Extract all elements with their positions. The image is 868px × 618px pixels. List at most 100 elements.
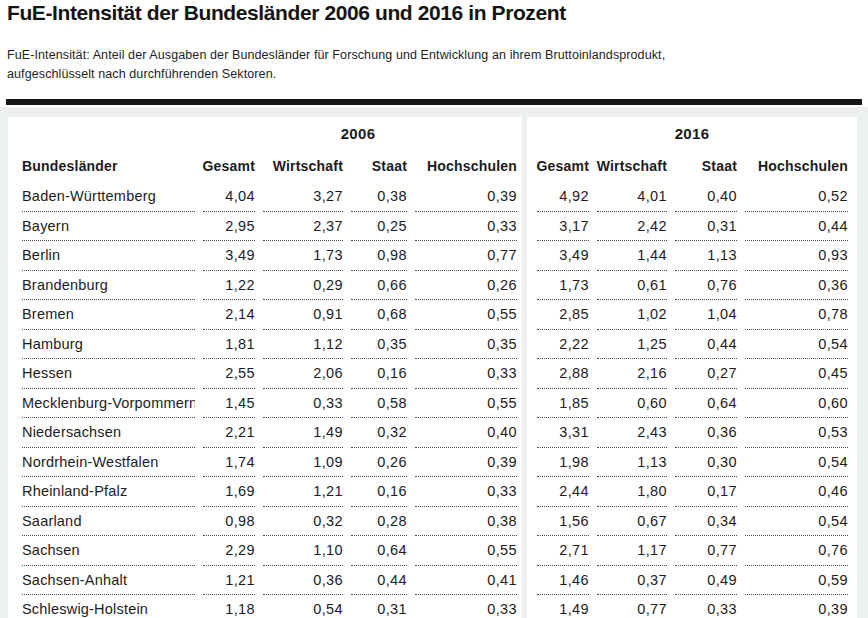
cell-2006-staat: 0,66 [351,271,407,301]
row-label: Berlin [22,241,195,271]
cell-2016-wirtschaft: 2,43 [597,418,667,448]
cell-2006-wirtschaft: 2,06 [263,359,343,389]
cell-2016-gesamt: 1,98 [537,448,589,478]
cell-2006-gesamt: 0,98 [203,507,255,537]
infographic-page: FuE-Intensität der Bundesländer 2006 und… [0,0,868,618]
cell-2016-gesamt: 2,44 [537,477,589,507]
cell-2016-hochschulen: 0,44 [745,212,848,242]
divider-rule [6,99,862,105]
cell-2016-hochschulen: 0,54 [745,507,848,537]
cell-2016-hochschulen: 0,93 [745,241,848,271]
col-header-2006-staat: Staat [351,150,407,182]
col-header-2016-hochschulen: Hochschulen [745,150,848,182]
cell-2006-staat: 0,35 [351,330,407,360]
cell-2016-wirtschaft: 2,42 [597,212,667,242]
cell-2016-wirtschaft: 1,17 [597,536,667,566]
cell-2016-hochschulen: 0,54 [745,448,848,478]
cell-2016-wirtschaft: 1,80 [597,477,667,507]
cell-2006-hochschulen: 0,33 [415,595,517,618]
cell-2006-staat: 0,44 [351,566,407,596]
cell-2016-wirtschaft: 0,37 [597,566,667,596]
row-label: Sachsen [22,536,195,566]
cell-2006-hochschulen: 0,55 [415,300,517,330]
cell-2006-hochschulen: 0,38 [415,507,517,537]
cell-2016-hochschulen: 0,45 [745,359,848,389]
table-area: 2006 Bundesländer Gesamt Wirtschaft Staa… [0,107,868,618]
table-grid-2006: Bundesländer Gesamt Wirtschaft Staat Hoc… [8,150,522,618]
cell-2016-staat: 0,27 [675,359,737,389]
cell-2016-staat: 0,17 [675,477,737,507]
cell-2006-staat: 0,16 [351,477,407,507]
subtitle-line-2: aufgeschlüsselt nach durchführenden Sekt… [7,67,276,81]
cell-2006-wirtschaft: 0,36 [263,566,343,596]
row-label: Rheinland-Pfalz [22,477,195,507]
cell-2016-wirtschaft: 4,01 [597,182,667,212]
cell-2016-staat: 0,49 [675,566,737,596]
cell-2006-gesamt: 2,14 [203,300,255,330]
group-header-row-2016: 2016 [527,117,857,150]
cell-2006-wirtschaft: 1,12 [263,330,343,360]
cell-2016-gesamt: 2,71 [537,536,589,566]
cell-2016-wirtschaft: 1,25 [597,330,667,360]
cell-2006-wirtschaft: 0,91 [263,300,343,330]
cell-2006-hochschulen: 0,55 [415,536,517,566]
cell-2006-hochschulen: 0,77 [415,241,517,271]
cell-2006-gesamt: 1,22 [203,271,255,301]
subtitle-line-1: FuE-Intensität: Anteil der Ausgaben der … [7,48,665,62]
cell-2016-wirtschaft: 1,02 [597,300,667,330]
row-label: Bayern [22,212,195,242]
cell-2016-staat: 0,44 [675,330,737,360]
cell-2006-hochschulen: 0,55 [415,389,517,419]
panel-2016: 2016 Gesamt Wirtschaft Staat Hochschulen… [527,117,857,618]
cell-2016-gesamt: 3,49 [537,241,589,271]
cell-2006-staat: 0,64 [351,536,407,566]
col-header-2016-staat: Staat [675,150,737,182]
cell-2016-gesamt: 3,17 [537,212,589,242]
cell-2016-wirtschaft: 0,67 [597,507,667,537]
cell-2016-wirtschaft: 1,13 [597,448,667,478]
group-header-2016: 2016 [675,125,710,142]
cell-2016-hochschulen: 0,52 [745,182,848,212]
cell-2016-gesamt: 1,56 [537,507,589,537]
cell-2016-wirtschaft: 0,61 [597,271,667,301]
group-header-row-2006: 2006 [8,117,522,150]
cell-2006-wirtschaft: 3,27 [263,182,343,212]
cell-2006-gesamt: 1,69 [203,477,255,507]
cell-2016-gesamt: 2,22 [537,330,589,360]
cell-2006-gesamt: 2,21 [203,418,255,448]
row-label: Niedersachsen [22,418,195,448]
cell-2016-gesamt: 3,31 [537,418,589,448]
row-label: Bremen [22,300,195,330]
cell-2016-wirtschaft: 0,77 [597,595,667,618]
cell-2006-hochschulen: 0,33 [415,212,517,242]
cell-2006-hochschulen: 0,33 [415,359,517,389]
cell-2006-gesamt: 1,81 [203,330,255,360]
cell-2006-hochschulen: 0,35 [415,330,517,360]
col-header-2006-wirtschaft: Wirtschaft [263,150,343,182]
cell-2016-staat: 0,40 [675,182,737,212]
row-label: Hamburg [22,330,195,360]
col-header-2006-hochschulen: Hochschulen [415,150,517,182]
cell-2016-staat: 1,04 [675,300,737,330]
cell-2006-wirtschaft: 1,21 [263,477,343,507]
cell-2006-staat: 0,32 [351,418,407,448]
cell-2006-wirtschaft: 2,37 [263,212,343,242]
cell-2006-gesamt: 2,29 [203,536,255,566]
cell-2006-hochschulen: 0,39 [415,182,517,212]
cell-2006-staat: 0,16 [351,359,407,389]
cell-2016-staat: 0,34 [675,507,737,537]
subtitle: FuE-Intensität: Anteil der Ausgaben der … [7,46,847,84]
cell-2006-wirtschaft: 1,49 [263,418,343,448]
cell-2006-staat: 0,28 [351,507,407,537]
page-title: FuE-Intensität der Bundesländer 2006 und… [7,1,566,25]
cell-2016-staat: 0,76 [675,271,737,301]
cell-2006-staat: 0,26 [351,448,407,478]
row-label: Nordrhein-Westfalen [22,448,195,478]
cell-2016-gesamt: 4,92 [537,182,589,212]
cell-2016-gesamt: 1,73 [537,271,589,301]
cell-2016-hochschulen: 0,53 [745,418,848,448]
col-header-2016-wirtschaft: Wirtschaft [597,150,667,182]
cell-2006-gesamt: 1,74 [203,448,255,478]
cell-2006-wirtschaft: 0,32 [263,507,343,537]
cell-2006-gesamt: 2,55 [203,359,255,389]
